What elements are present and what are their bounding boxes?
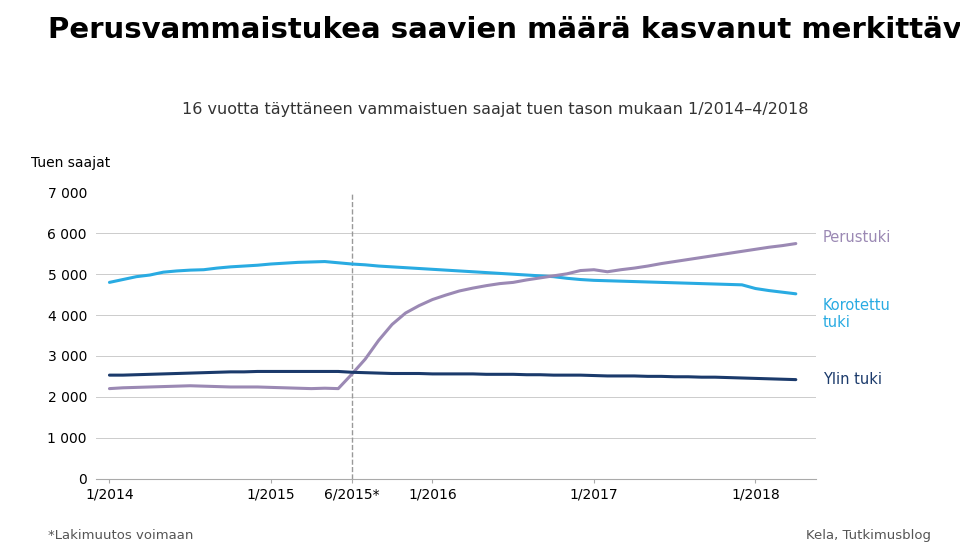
Text: Perustuki: Perustuki xyxy=(823,230,891,245)
Text: Perusvammaistukea saavien määrä kasvanut merkittävästi: Perusvammaistukea saavien määrä kasvanut… xyxy=(48,16,960,45)
Text: *Lakimuutos voimaan: *Lakimuutos voimaan xyxy=(48,529,193,542)
Text: 16 vuotta täyttäneen vammaistuen saajat tuen tason mukaan 1/2014–4/2018: 16 vuotta täyttäneen vammaistuen saajat … xyxy=(182,102,809,117)
Text: Kela, Tutkimusblog: Kela, Tutkimusblog xyxy=(806,529,931,542)
Text: Korotettu
tuki: Korotettu tuki xyxy=(823,298,891,331)
Text: Tuen saajat: Tuen saajat xyxy=(31,156,110,169)
Text: Ylin tuki: Ylin tuki xyxy=(823,372,881,387)
